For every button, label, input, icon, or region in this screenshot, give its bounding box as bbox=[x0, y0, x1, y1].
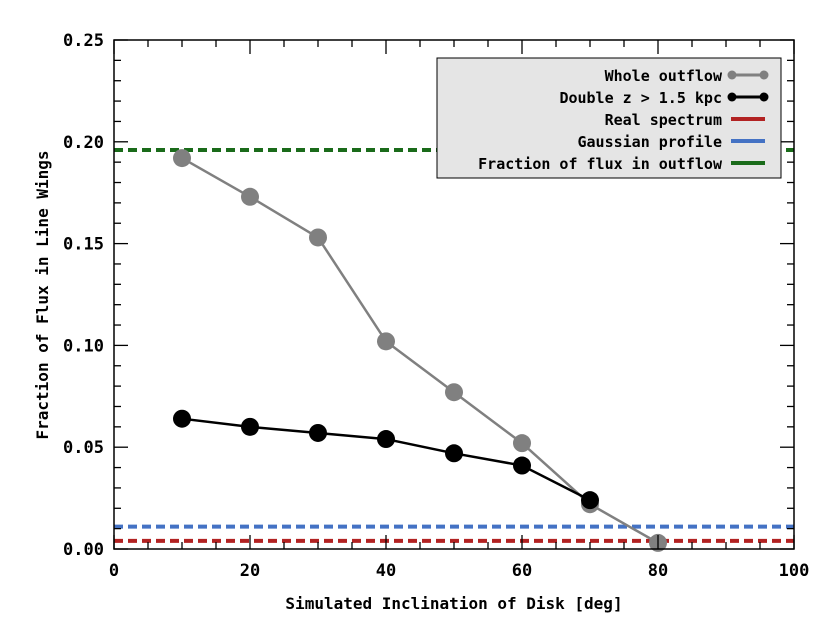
y-axis-label: Fraction of Flux in Line Wings bbox=[33, 151, 52, 440]
legend-box bbox=[436, 57, 782, 179]
series-line-0 bbox=[181, 157, 659, 544]
y-tick-label-4: 0.20 bbox=[63, 133, 104, 153]
legend-label-2: Real spectrum bbox=[605, 111, 722, 129]
legend: Whole outflow Double z > 1.5 kpc Real spec… bbox=[436, 57, 782, 179]
series-1-point-3 bbox=[377, 430, 395, 449]
x-tick-label-5: 100 bbox=[779, 561, 810, 581]
legend-marker-b-0 bbox=[759, 70, 769, 80]
series-1-point-6 bbox=[581, 491, 599, 510]
series-1-point-0 bbox=[173, 409, 191, 428]
legend-marker-a-1 bbox=[727, 92, 737, 102]
x-tick-label-3: 60 bbox=[512, 561, 532, 581]
y-tick-label-2: 0.10 bbox=[63, 336, 104, 356]
legend-label-0: Whole outflow bbox=[605, 67, 723, 85]
series-1-point-4 bbox=[445, 444, 463, 463]
series-0-point-2 bbox=[309, 228, 327, 247]
legend-marker-b-1 bbox=[759, 92, 769, 102]
series-1-point-1 bbox=[241, 417, 259, 436]
legend-label-4: Fraction of flux in outflow bbox=[478, 155, 723, 173]
series-0-point-5 bbox=[513, 434, 531, 453]
x-tick-label-2: 40 bbox=[376, 561, 396, 581]
series-1-point-5 bbox=[513, 456, 531, 475]
y-tick-label-5: 0.25 bbox=[63, 31, 104, 51]
axis-ticks: 0 20 40 60 80 100 0.00 0.05 0.10 0.15 0.20 0.25 bbox=[63, 31, 809, 581]
series-0-point-0 bbox=[173, 149, 191, 168]
x-tick-label-0: 0 bbox=[109, 561, 119, 581]
plot-layer bbox=[114, 147, 794, 552]
legend-label-3: Gaussian profile bbox=[578, 133, 723, 151]
x-tick-label-4: 80 bbox=[648, 561, 668, 581]
x-axis-label: Simulated Inclination of Disk [deg] bbox=[285, 594, 622, 613]
series-0-point-3 bbox=[377, 332, 395, 351]
series-1-point-2 bbox=[309, 423, 327, 442]
y-tick-label-3: 0.15 bbox=[63, 235, 104, 255]
y-tick-label-0: 0.00 bbox=[63, 540, 104, 560]
series-0-point-1 bbox=[241, 187, 259, 206]
series-0-point-4 bbox=[445, 383, 463, 402]
legend-label-1: Double z > 1.5 kpc bbox=[559, 89, 722, 107]
x-tick-label-1: 20 bbox=[240, 561, 260, 581]
legend-marker-a-0 bbox=[727, 70, 737, 80]
y-tick-label-1: 0.05 bbox=[63, 438, 104, 458]
